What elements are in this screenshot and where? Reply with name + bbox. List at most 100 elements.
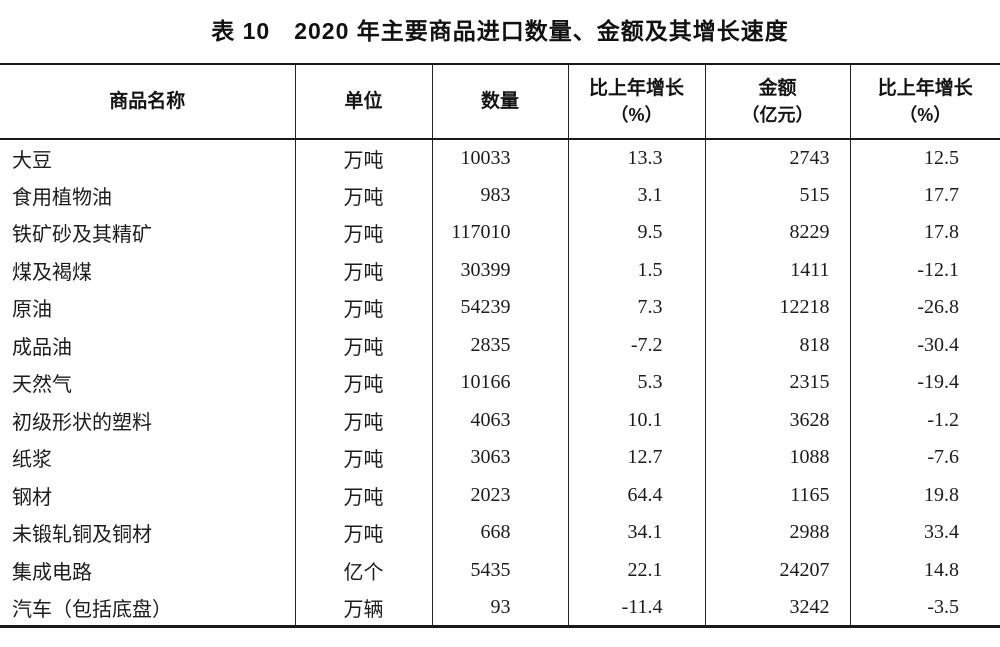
quantity-growth-cell: 10.1	[567, 401, 705, 439]
amount-growth-cell: -19.4	[849, 364, 1000, 402]
col-header-commodity-name: 商品名称	[0, 64, 295, 139]
amount-growth-cell: 17.7	[849, 176, 1000, 214]
amount-growth-cell: -26.8	[849, 289, 1000, 327]
quantity-cell: 4063	[431, 401, 568, 439]
amount-cell: 1165	[704, 476, 850, 514]
unit-cell: 万吨	[294, 251, 432, 289]
col-header-quantity: 数量	[431, 64, 568, 139]
quantity-growth-cell: 1.5	[567, 251, 705, 289]
commodity-name-cell: 食用植物油	[12, 186, 112, 209]
amount-cell: 3628	[704, 401, 850, 439]
commodity-name-cell: 汽车（包括底盘）	[12, 598, 172, 621]
commodity-name-cell: 大豆	[12, 149, 52, 172]
table-row: 纸浆 万吨 3063 12.7 1088 -7.6	[0, 439, 1000, 477]
quantity-growth-cell: 3.1	[567, 176, 705, 214]
table-row: 煤及褐煤 万吨 30399 1.5 1411 -12.1	[0, 251, 1000, 289]
quantity-cell: 117010	[431, 214, 568, 252]
header-label: 单位	[344, 90, 383, 112]
amount-growth-cell: -30.4	[849, 326, 1000, 364]
unit-cell: 亿个	[294, 551, 432, 589]
amount-cell: 2315	[704, 364, 850, 402]
amount-growth-cell: 33.4	[849, 514, 1000, 552]
header-sublabel: （%）	[610, 105, 663, 126]
quantity-growth-cell: 22.1	[567, 551, 705, 589]
commodity-name-cell: 未锻轧铜及铜材	[12, 524, 152, 547]
quantity-growth-cell: 12.7	[567, 439, 705, 477]
table-row: 钢材 万吨 2023 64.4 1165 19.8	[0, 476, 1000, 514]
header-label: 比上年增长	[588, 77, 684, 99]
amount-cell: 818	[704, 326, 850, 364]
quantity-cell: 668	[431, 514, 568, 552]
table-body: 大豆 万吨 10033 13.3 2743 12.5 食用植物油 万吨 983 …	[0, 139, 1000, 627]
amount-growth-cell: -7.6	[849, 439, 1000, 477]
quantity-growth-cell: -11.4	[567, 589, 705, 627]
unit-cell: 万辆	[294, 589, 432, 627]
unit-cell: 万吨	[294, 139, 432, 177]
commodity-name-cell: 纸浆	[12, 449, 52, 472]
commodity-name-cell: 铁矿砂及其精矿	[12, 224, 152, 247]
table-row: 汽车（包括底盘） 万辆 93 -11.4 3242 -3.5	[0, 589, 1000, 627]
quantity-cell: 3063	[431, 439, 568, 477]
table-row: 初级形状的塑料 万吨 4063 10.1 3628 -1.2	[0, 401, 1000, 439]
quantity-growth-cell: 9.5	[567, 214, 705, 252]
commodity-name-cell: 初级形状的塑料	[12, 411, 152, 434]
commodity-name-cell: 天然气	[12, 374, 72, 397]
table-title: 表 10 2020 年主要商品进口数量、金额及其增长速度	[211, 18, 789, 44]
commodity-name-cell: 钢材	[12, 486, 52, 509]
quantity-growth-cell: 64.4	[567, 476, 705, 514]
unit-cell: 万吨	[294, 476, 432, 514]
unit-cell: 万吨	[294, 289, 432, 327]
quantity-cell: 2835	[431, 326, 568, 364]
table-row: 天然气 万吨 10166 5.3 2315 -19.4	[0, 364, 1000, 402]
quantity-cell: 983	[431, 176, 568, 214]
unit-cell: 万吨	[294, 401, 432, 439]
quantity-growth-cell: -7.2	[567, 326, 705, 364]
table-row: 集成电路 亿个 5435 22.1 24207 14.8	[0, 551, 1000, 589]
header-label: 金额	[758, 77, 797, 99]
col-header-unit: 单位	[294, 64, 432, 139]
table-header: 商品名称 单位 数量 比上年增长 （%） 金额 （亿元） 比上年增长 （%）	[0, 64, 1000, 139]
quantity-growth-cell: 13.3	[567, 139, 705, 177]
table-row: 食用植物油 万吨 983 3.1 515 17.7	[0, 176, 1000, 214]
import-commodities-table: 商品名称 单位 数量 比上年增长 （%） 金额 （亿元） 比上年增长 （%） 大…	[0, 63, 1000, 628]
commodity-name-cell: 集成电路	[12, 561, 92, 584]
header-label: 数量	[480, 90, 519, 112]
header-sublabel: （%）	[899, 105, 952, 126]
header-row: 商品名称 单位 数量 比上年增长 （%） 金额 （亿元） 比上年增长 （%）	[0, 64, 1000, 139]
header-label: 商品名称	[109, 90, 186, 112]
header-sublabel: （亿元）	[741, 105, 814, 126]
col-header-quantity-growth: 比上年增长 （%）	[567, 64, 705, 139]
amount-cell: 24207	[704, 551, 850, 589]
amount-cell: 515	[704, 176, 850, 214]
quantity-cell: 2023	[431, 476, 568, 514]
quantity-cell: 10033	[431, 139, 568, 177]
amount-cell: 2988	[704, 514, 850, 552]
quantity-cell: 30399	[431, 251, 568, 289]
quantity-cell: 10166	[431, 364, 568, 402]
unit-cell: 万吨	[294, 514, 432, 552]
amount-cell: 1411	[704, 251, 850, 289]
table-row: 原油 万吨 54239 7.3 12218 -26.8	[0, 289, 1000, 327]
amount-growth-cell: 19.8	[849, 476, 1000, 514]
table-row: 成品油 万吨 2835 -7.2 818 -30.4	[0, 326, 1000, 364]
unit-cell: 万吨	[294, 176, 432, 214]
table-row: 铁矿砂及其精矿 万吨 117010 9.5 8229 17.8	[0, 214, 1000, 252]
col-header-amount: 金额 （亿元）	[704, 64, 850, 139]
unit-cell: 万吨	[294, 326, 432, 364]
commodity-name-cell: 成品油	[12, 336, 72, 359]
amount-cell: 3242	[704, 589, 850, 627]
quantity-growth-cell: 7.3	[567, 289, 705, 327]
amount-cell: 12218	[704, 289, 850, 327]
amount-growth-cell: 14.8	[849, 551, 1000, 589]
quantity-cell: 93	[431, 589, 568, 627]
quantity-growth-cell: 5.3	[567, 364, 705, 402]
col-header-amount-growth: 比上年增长 （%）	[849, 64, 1000, 139]
unit-cell: 万吨	[294, 214, 432, 252]
quantity-growth-cell: 34.1	[567, 514, 705, 552]
amount-growth-cell: -1.2	[849, 401, 1000, 439]
amount-growth-cell: -12.1	[849, 251, 1000, 289]
table-row: 未锻轧铜及铜材 万吨 668 34.1 2988 33.4	[0, 514, 1000, 552]
amount-growth-cell: 17.8	[849, 214, 1000, 252]
amount-cell: 8229	[704, 214, 850, 252]
table-row: 大豆 万吨 10033 13.3 2743 12.5	[0, 139, 1000, 177]
